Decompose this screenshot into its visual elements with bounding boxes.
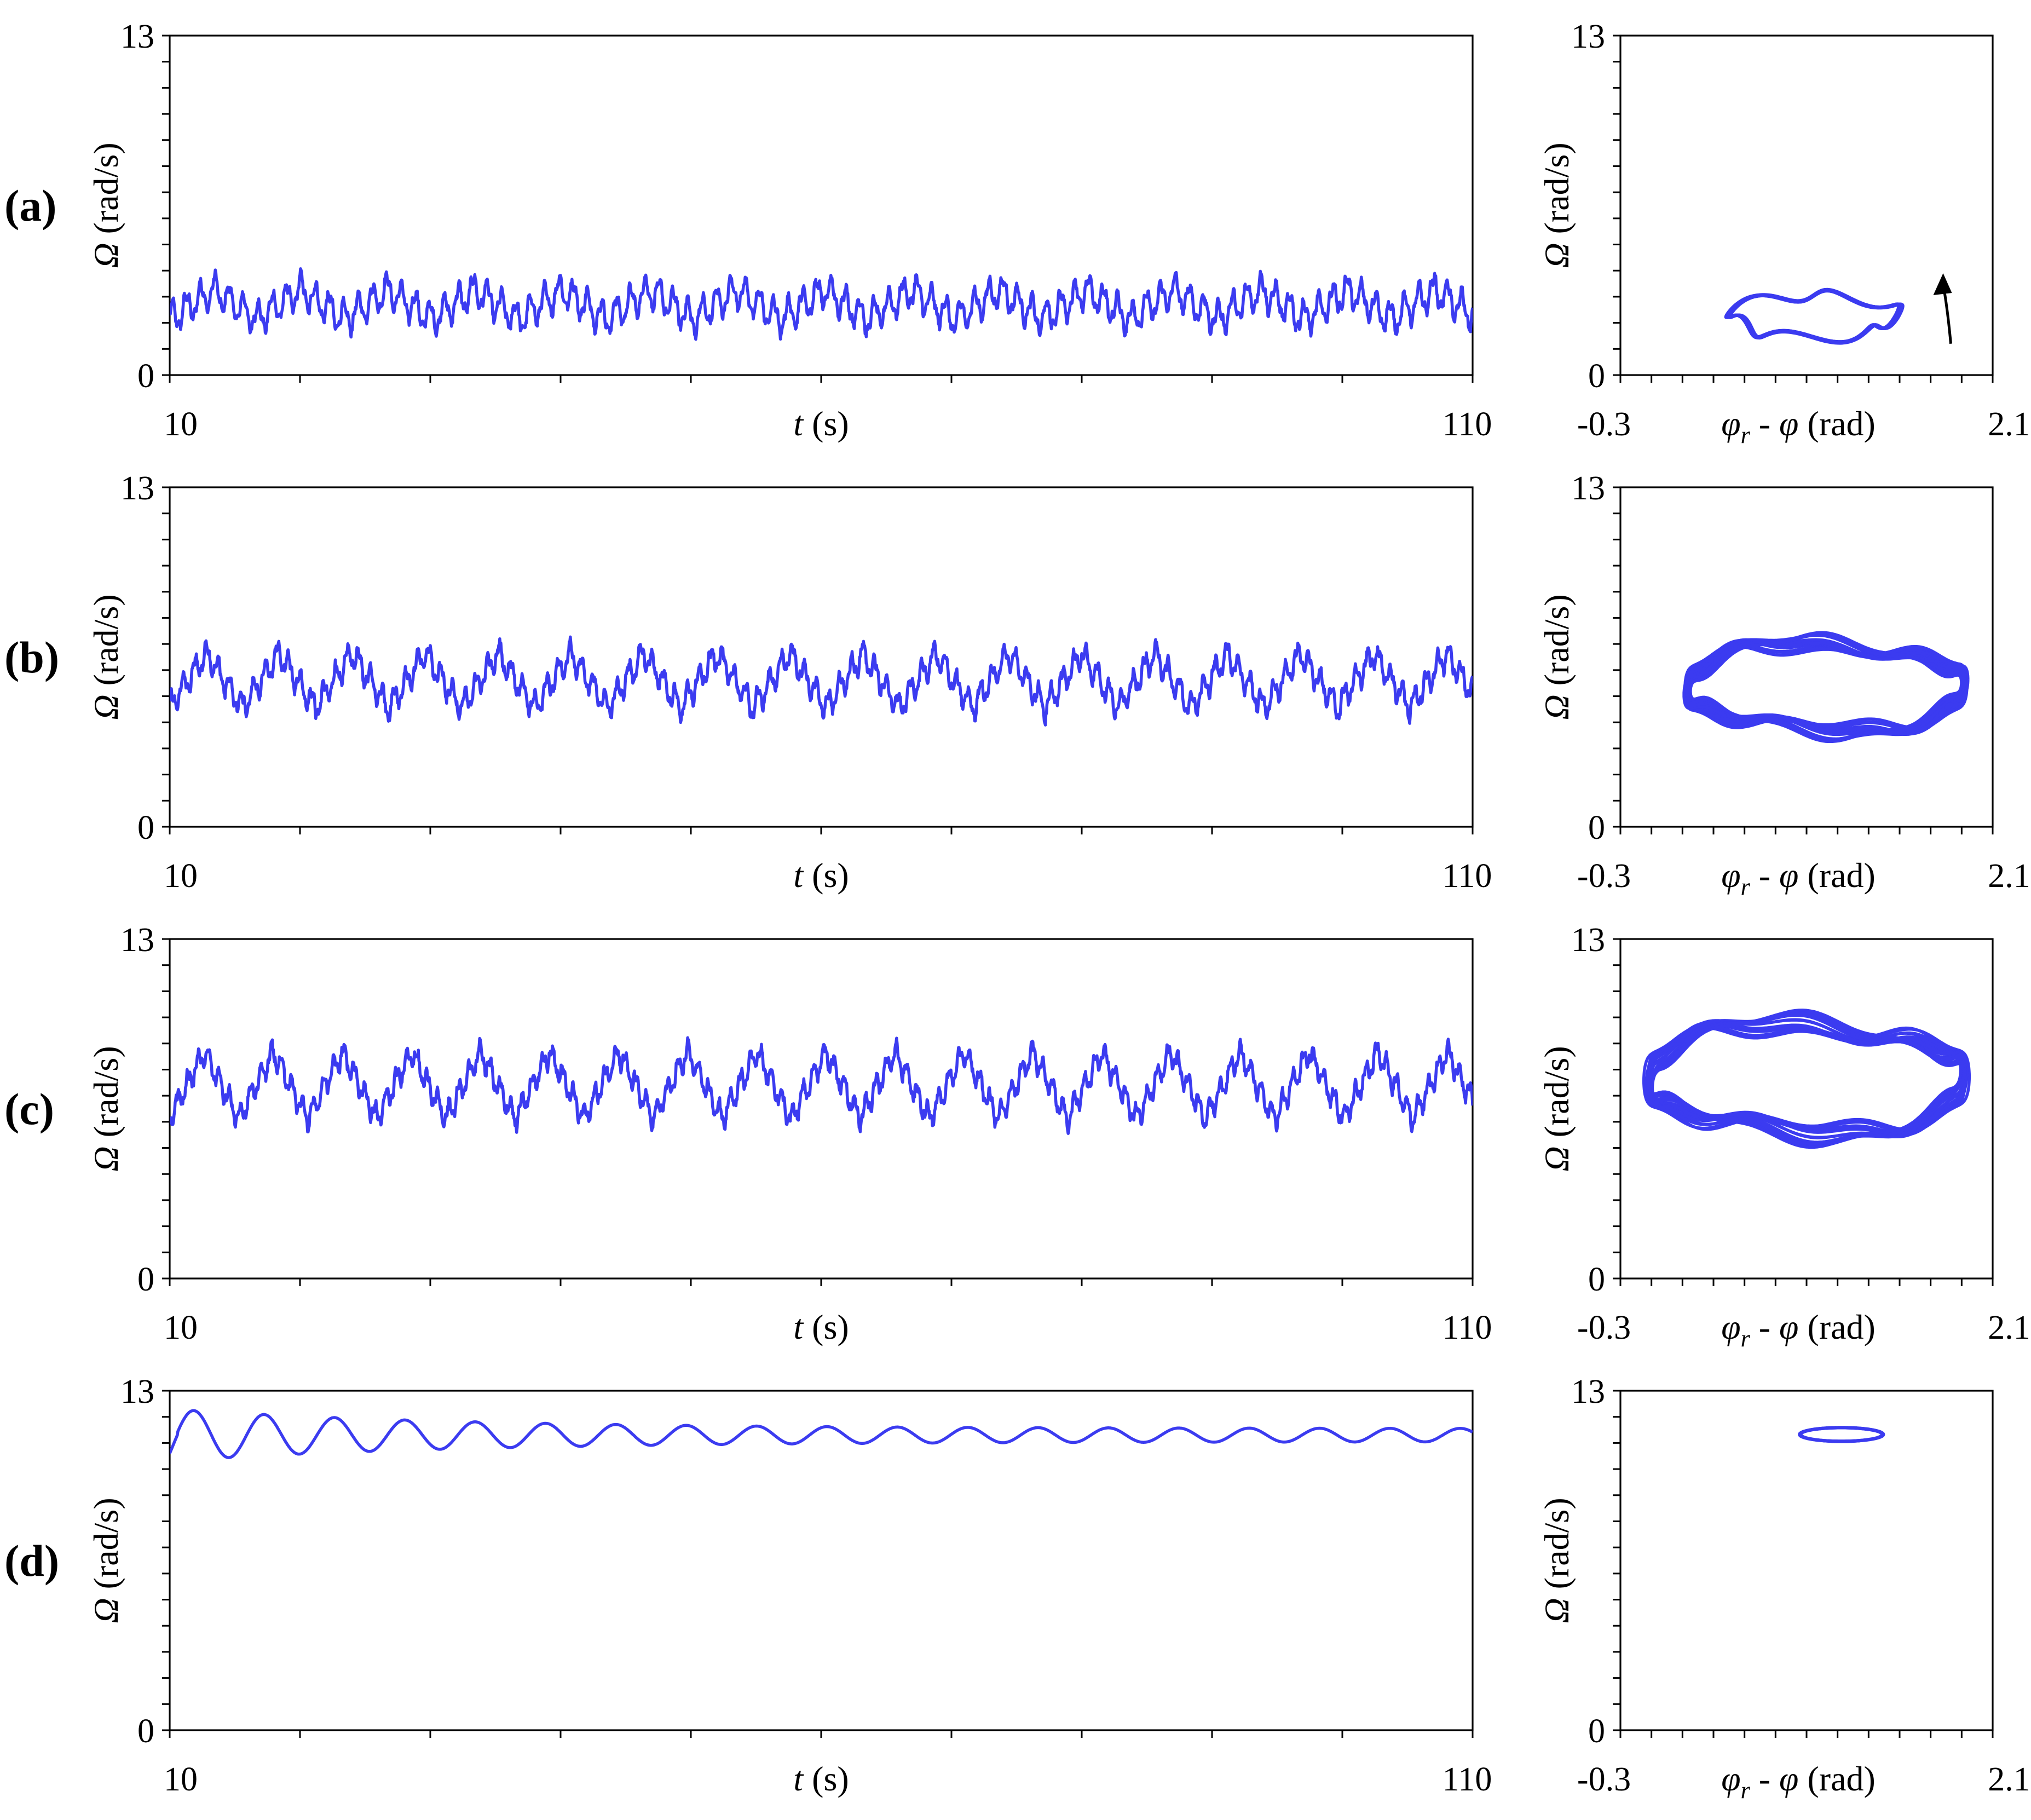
plot-frame [169, 34, 1474, 376]
plot-frame [1619, 1390, 1994, 1731]
phase-plot-3: 13 0 -0.3 2.1 φr - φ (rad) Ω (rad/s) [1537, 1373, 2030, 1804]
x-axis-title: t (s) [793, 404, 849, 443]
y-tick-label-min: 0 [1588, 1261, 1605, 1298]
y-tick-label-max: 13 [1571, 470, 1605, 507]
y-tick-label-max: 13 [1571, 18, 1605, 55]
panel-label: (c) [4, 1084, 54, 1134]
x-tick-label-max: 110 [1443, 406, 1492, 443]
x-axis-title: φr - φ (rad) [1721, 1759, 1876, 1804]
x-tick-label-max: 2.1 [1988, 1761, 2030, 1798]
plot-frame [169, 486, 1474, 828]
y-tick-label-max: 13 [120, 18, 154, 55]
x-axis-title: t (s) [793, 856, 849, 895]
phase-trajectory [1799, 1426, 1884, 1443]
y-axis-title: Ω (rad/s) [1537, 1498, 1576, 1623]
series-line [170, 1036, 1473, 1135]
x-tick-label-max: 2.1 [1988, 1309, 2030, 1346]
y-tick-label-min: 0 [1588, 1713, 1605, 1750]
y-axis-title: Ω (rad/s) [1537, 142, 1576, 268]
plot-frame [169, 938, 1474, 1280]
phase-trajectory [1725, 289, 1904, 343]
phase-plot-2: 13 0 -0.3 2.1 φr - φ (rad) Ω (rad/s) [1537, 921, 2030, 1352]
time-plot-2: 13 0 10 110 t (s) Ω (rad/s) (c) [4, 921, 1492, 1346]
time-plot-1: 13 0 10 110 t (s) Ω (rad/s) (b) [4, 470, 1492, 895]
y-tick-label-max: 13 [1571, 921, 1605, 959]
x-tick-label-max: 110 [1443, 857, 1492, 895]
x-tick-label-min: 10 [164, 857, 198, 895]
y-tick-label-min: 0 [137, 358, 154, 395]
y-tick-label-min: 0 [137, 1713, 154, 1750]
phase-trajectory [1648, 1009, 1965, 1149]
series-line [170, 635, 1473, 727]
x-tick-label-max: 2.1 [1988, 857, 2030, 895]
y-axis-title: Ω (rad/s) [86, 1046, 125, 1171]
phase-plot-0: 13 0 -0.3 2.1 φr - φ (rad) Ω (rad/s) [1537, 18, 2030, 448]
y-tick-label-max: 13 [1571, 1373, 1605, 1410]
panel-label: (b) [4, 632, 59, 682]
x-tick-label-min: 10 [164, 1761, 198, 1798]
x-tick-label-min: 10 [164, 406, 198, 443]
x-tick-label-max: 110 [1443, 1309, 1492, 1346]
x-tick-label-min: -0.3 [1577, 406, 1631, 443]
x-axis-title: φr - φ (rad) [1721, 856, 1876, 900]
x-axis-title: φr - φ (rad) [1721, 1308, 1876, 1352]
y-axis-title: Ω (rad/s) [1537, 594, 1576, 719]
y-tick-label-min: 0 [137, 1261, 154, 1298]
y-axis-title: Ω (rad/s) [86, 142, 125, 268]
y-tick-label-max: 13 [120, 921, 154, 959]
x-tick-label-min: 10 [164, 1309, 198, 1346]
series-line [170, 267, 1473, 341]
x-axis-title: t (s) [793, 1308, 849, 1346]
panel-label: (d) [4, 1536, 59, 1586]
y-axis-title: Ω (rad/s) [86, 1498, 125, 1623]
plot-frame [1619, 34, 1994, 376]
series-line [170, 1409, 1473, 1459]
y-tick-label-max: 13 [120, 1373, 154, 1410]
x-tick-label-min: -0.3 [1577, 857, 1631, 895]
x-tick-label-max: 110 [1443, 1761, 1492, 1798]
y-axis-title: Ω (rad/s) [86, 594, 125, 719]
y-tick-label-max: 13 [120, 470, 154, 507]
x-axis-title: t (s) [793, 1759, 849, 1798]
direction-arrow-head [1933, 273, 1952, 295]
x-tick-label-max: 2.1 [1988, 406, 2030, 443]
panel-label: (a) [4, 181, 57, 231]
phase-trajectory [1689, 631, 1963, 744]
x-tick-label-min: -0.3 [1577, 1309, 1631, 1346]
time-plot-3: 13 0 10 110 t (s) Ω (rad/s) (d) [4, 1373, 1492, 1798]
x-axis-title: φr - φ (rad) [1721, 404, 1876, 448]
y-axis-title: Ω (rad/s) [1537, 1046, 1576, 1171]
phase-plot-1: 13 0 -0.3 2.1 φr - φ (rad) Ω (rad/s) [1537, 470, 2030, 900]
x-tick-label-min: -0.3 [1577, 1761, 1631, 1798]
y-tick-label-min: 0 [137, 809, 154, 846]
y-tick-label-min: 0 [1588, 358, 1605, 395]
time-plot-0: 13 0 10 110 t (s) Ω (rad/s) (a) [4, 18, 1492, 443]
y-tick-label-min: 0 [1588, 809, 1605, 846]
